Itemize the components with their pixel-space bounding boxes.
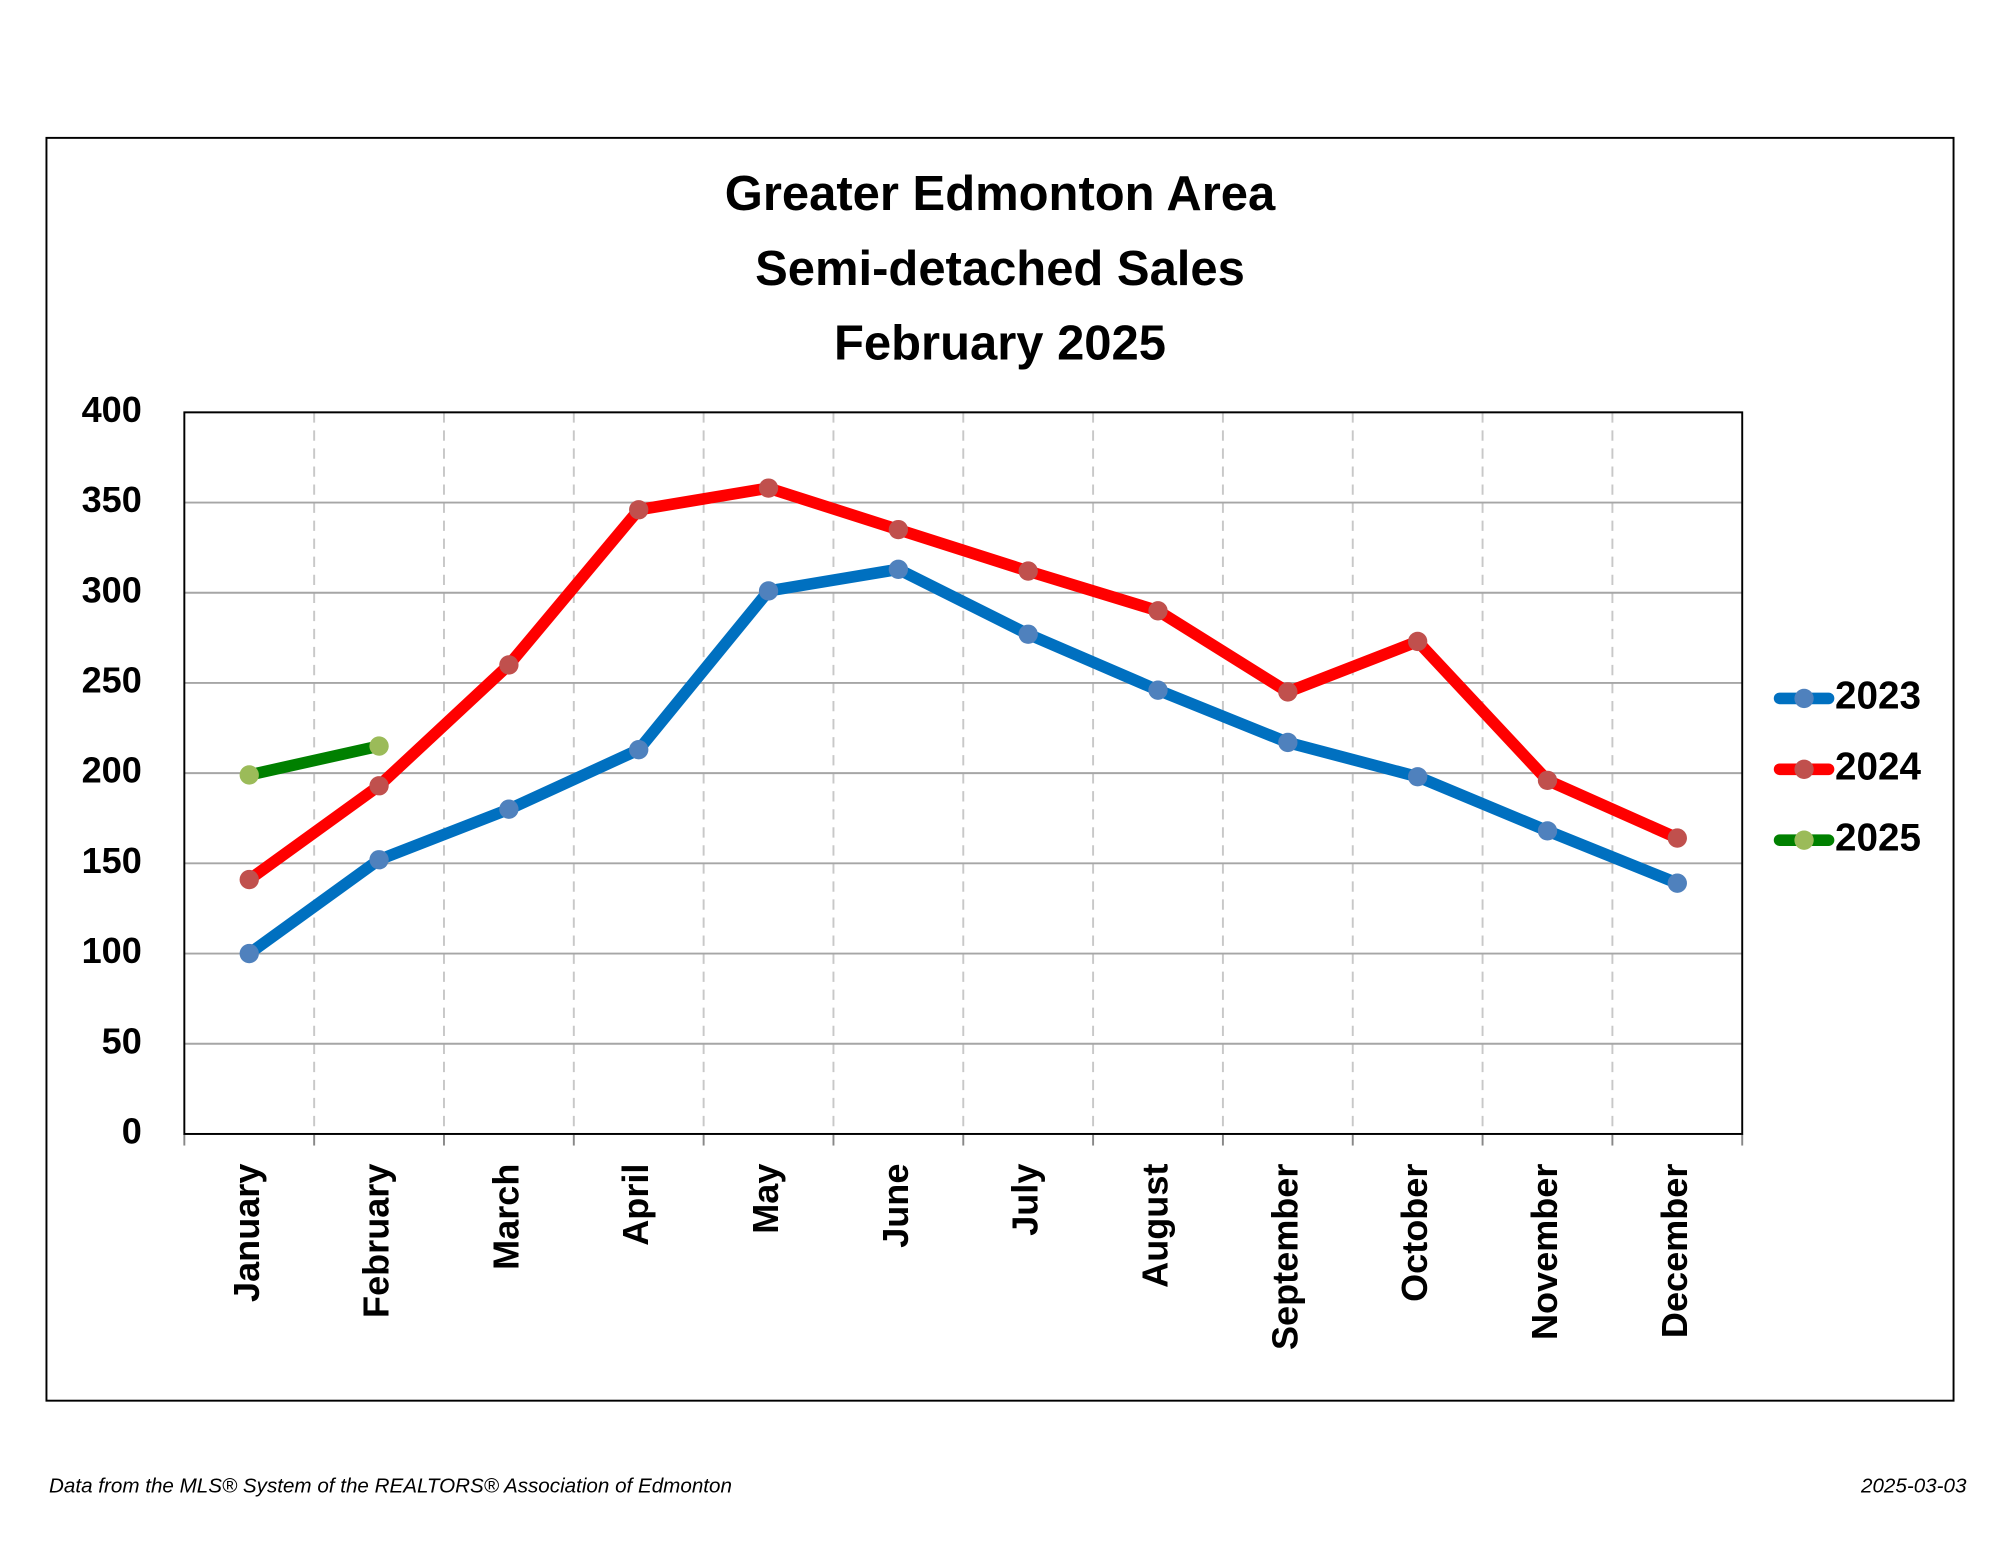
data-point xyxy=(369,850,389,870)
legend-label: 2024 xyxy=(1835,745,1921,788)
x-tick-label: March xyxy=(485,1164,526,1270)
x-tick-label: January xyxy=(226,1164,267,1302)
data-point xyxy=(1148,680,1168,700)
x-tick-label: July xyxy=(1005,1164,1046,1236)
data-point xyxy=(629,740,649,760)
chart-title: Greater Edmonton Area xyxy=(725,167,1276,221)
y-tick-label: 250 xyxy=(82,659,142,700)
data-point xyxy=(1148,601,1168,621)
data-point xyxy=(1407,631,1428,652)
data-point xyxy=(1537,770,1558,791)
series-line xyxy=(243,482,1684,886)
data-point xyxy=(629,500,649,520)
y-tick-label: 400 xyxy=(82,389,142,430)
series-line xyxy=(243,740,385,781)
x-tick-label: June xyxy=(875,1164,916,1248)
data-point xyxy=(239,765,259,785)
plot-frame xyxy=(183,411,1744,1135)
chart-frame xyxy=(45,136,1955,1402)
data-point xyxy=(239,943,259,964)
chart-title: February 2025 xyxy=(834,317,1166,371)
data-point xyxy=(888,519,909,540)
x-tick-label: April xyxy=(615,1164,656,1246)
data-point xyxy=(1667,873,1687,893)
y-tick-label: 150 xyxy=(82,840,142,881)
data-point xyxy=(1407,767,1428,787)
data-point xyxy=(1278,682,1298,702)
data-point xyxy=(499,799,519,819)
x-tick-label: October xyxy=(1394,1164,1435,1302)
data-point xyxy=(1667,828,1687,848)
data-point xyxy=(888,559,909,579)
data-point xyxy=(369,776,389,796)
legend-marker xyxy=(1794,830,1814,850)
legend-label: 2023 xyxy=(1835,675,1921,718)
data-point xyxy=(499,655,519,675)
y-tick-label: 200 xyxy=(82,750,142,791)
x-tick-label: May xyxy=(745,1164,786,1234)
series-line xyxy=(243,563,1684,960)
y-tick-label: 50 xyxy=(102,1020,142,1061)
data-point xyxy=(1018,561,1038,581)
y-tick-label: 100 xyxy=(82,930,142,971)
x-tick-label: August xyxy=(1135,1164,1176,1288)
data-point xyxy=(239,869,259,890)
legend-marker xyxy=(1794,688,1814,709)
legend-label: 2025 xyxy=(1835,816,1921,859)
data-point xyxy=(369,736,389,756)
x-tick-label: December xyxy=(1654,1164,1695,1338)
x-tick-label: September xyxy=(1264,1164,1305,1350)
y-tick-label: 0 xyxy=(122,1110,142,1151)
x-tick-label: February xyxy=(356,1164,397,1318)
date-note: 2025-03-03 xyxy=(1860,1474,1967,1497)
chart-title: Semi-detached Sales xyxy=(755,242,1245,296)
y-tick-label: 300 xyxy=(82,569,142,610)
legend-marker xyxy=(1794,759,1814,779)
data-point xyxy=(1537,821,1558,841)
y-tick-label: 350 xyxy=(82,479,142,520)
data-point xyxy=(758,478,779,498)
x-tick-label: November xyxy=(1524,1164,1565,1340)
data-point xyxy=(758,581,779,601)
data-point xyxy=(1018,624,1038,644)
source-note: Data from the MLS® System of the REALTOR… xyxy=(49,1474,732,1497)
data-point xyxy=(1278,732,1298,753)
